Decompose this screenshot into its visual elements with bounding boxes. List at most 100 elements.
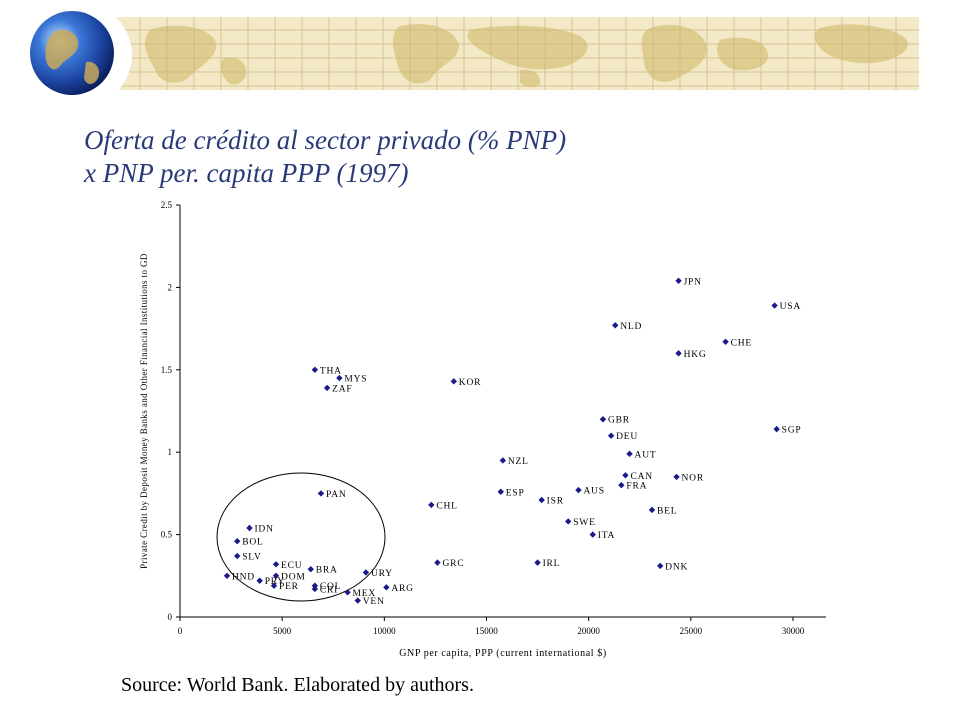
point-label-bol: BOL xyxy=(242,538,263,548)
point-label-bra: BRA xyxy=(316,566,338,576)
data-point-dom xyxy=(272,572,280,579)
data-point-mys xyxy=(336,374,343,382)
point-label-jpn: JPN xyxy=(684,277,702,287)
point-label-mex: MEX xyxy=(353,589,377,599)
data-point-aus xyxy=(575,486,582,494)
point-label-per: PER xyxy=(279,582,299,592)
y-tick-label: 1 xyxy=(168,447,173,457)
y-tick-label: 0.5 xyxy=(161,530,173,540)
globe-continent xyxy=(84,61,100,84)
point-label-can: CAN xyxy=(630,472,652,482)
data-point-can xyxy=(622,472,629,479)
header-banner xyxy=(28,3,919,107)
point-label-dom: DOM xyxy=(281,572,306,582)
point-label-zaf: ZAF xyxy=(332,384,352,394)
data-point-zaf xyxy=(323,384,331,392)
point-label-bel: BEL xyxy=(657,506,677,516)
data-point-isr xyxy=(538,496,545,504)
title-line-2: x PNP per. capita PPP (1997) xyxy=(84,158,409,188)
point-label-ita: ITA xyxy=(598,531,615,541)
y-tick-label: 0 xyxy=(168,612,173,622)
point-label-idn: IDN xyxy=(254,525,273,535)
y-tick-label: 2.5 xyxy=(161,200,173,210)
data-point-cri xyxy=(311,585,319,593)
data-point-che xyxy=(722,338,729,345)
point-label-slv: SLV xyxy=(242,553,261,563)
point-label-col: COL xyxy=(320,582,341,592)
point-label-ury: URY xyxy=(371,569,393,579)
data-point-swe xyxy=(565,518,572,525)
data-point-ita xyxy=(589,531,596,538)
x-tick-label: 30000 xyxy=(782,626,805,636)
data-point-kor xyxy=(450,378,458,385)
map-gridlines xyxy=(113,17,919,90)
data-point-jpn xyxy=(675,277,682,285)
data-point-bol xyxy=(234,537,241,545)
point-label-nzl: NZL xyxy=(508,457,529,467)
data-point-chl xyxy=(428,501,435,509)
point-label-aut: AUT xyxy=(635,450,657,460)
data-point-sgp xyxy=(773,425,780,433)
y-tick-label: 2 xyxy=(168,282,173,292)
point-label-ecu: ECU xyxy=(281,561,302,571)
data-point-nor xyxy=(673,473,680,481)
data-point-hnd xyxy=(223,572,231,579)
scatter-chart: 0 0.5 1 1.5 2 2.5 0 5000 10000 15000 20000 25000 30… xyxy=(139,200,826,659)
data-point-tha xyxy=(311,366,319,373)
data-point-per xyxy=(270,582,278,589)
data-point-aut xyxy=(626,450,633,458)
data-point-ecu xyxy=(272,561,280,568)
data-point-pry xyxy=(256,577,263,584)
data-point-esp xyxy=(497,488,505,495)
point-label-hnd: HND xyxy=(232,572,255,582)
x-tick-label: 0 xyxy=(178,626,183,636)
data-point-bra xyxy=(307,566,314,573)
x-tick-label: 25000 xyxy=(680,626,703,636)
title-line-1: Oferta de crédito al sector privado (% P… xyxy=(84,125,567,155)
point-label-tha: THA xyxy=(320,366,342,376)
x-tick-label: 20000 xyxy=(577,626,600,636)
data-point-bel xyxy=(648,506,656,514)
point-label-sgp: SGP xyxy=(782,426,802,436)
highlight-ellipse xyxy=(216,472,386,602)
data-point-hkg xyxy=(675,350,682,357)
data-point-arg xyxy=(383,584,390,591)
data-point-usa xyxy=(771,302,778,309)
point-label-ven: VEN xyxy=(363,597,385,607)
point-label-pry: PRY xyxy=(265,577,285,587)
y-axis-ticks: 0 0.5 1 1.5 2 2.5 xyxy=(161,200,180,622)
data-point-irl xyxy=(534,559,541,566)
point-label-hkg: HKG xyxy=(684,350,707,360)
point-label-esp: ESP xyxy=(506,488,525,498)
x-tick-label: 15000 xyxy=(475,626,498,636)
x-tick-label: 10000 xyxy=(373,626,396,636)
data-point-deu xyxy=(607,432,615,439)
point-label-kor: KOR xyxy=(459,378,481,388)
point-label-che: CHE xyxy=(731,338,752,348)
data-point-ven xyxy=(354,597,361,604)
point-label-swe: SWE xyxy=(573,518,595,528)
point-label-fra: FRA xyxy=(626,482,647,492)
plot-area xyxy=(180,205,826,617)
point-label-cri: CRI xyxy=(320,585,338,595)
point-label-nor: NOR xyxy=(682,473,704,483)
data-point-dnk xyxy=(656,562,664,570)
point-label-nld: NLD xyxy=(620,322,642,332)
data-point-idn xyxy=(246,524,253,532)
slide-title: Oferta de crédito al sector privado (% P… xyxy=(84,124,884,190)
point-label-arg: ARG xyxy=(391,584,413,594)
point-label-grc: GRC xyxy=(442,559,464,569)
x-axis-ticks: 0 5000 10000 15000 20000 25000 30000 xyxy=(178,617,805,636)
point-label-isr: ISR xyxy=(547,496,564,506)
globe-continent xyxy=(45,29,79,70)
source-note: Source: World Bank. Elaborated by author… xyxy=(121,674,474,696)
point-label-chl: CHL xyxy=(436,501,457,511)
y-tick-label: 1.5 xyxy=(161,365,173,375)
data-point-ury xyxy=(362,569,370,576)
x-axis-label: GNP per capita, PPP (current internation… xyxy=(399,648,607,659)
point-label-dnk: DNK xyxy=(665,562,688,572)
point-label-deu: DEU xyxy=(616,432,638,442)
data-point-gbr xyxy=(599,416,607,423)
point-label-pan: PAN xyxy=(326,490,347,500)
